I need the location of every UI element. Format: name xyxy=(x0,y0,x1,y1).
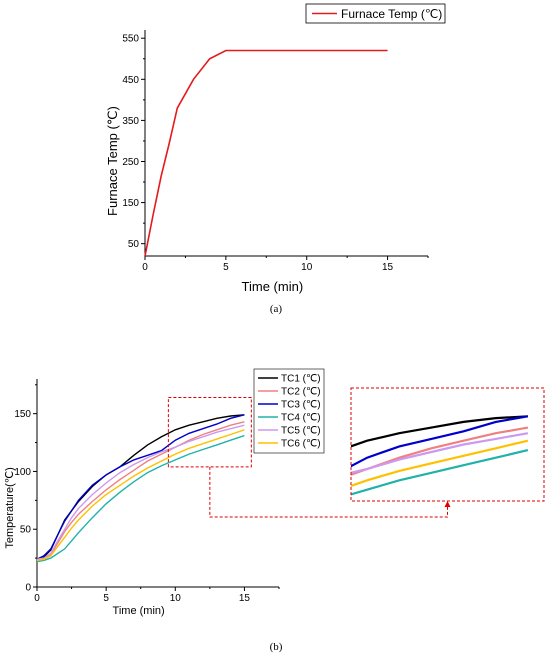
chart-b-series-line-3 xyxy=(36,434,245,563)
chart-b-inset-series-line-5 xyxy=(351,439,529,488)
chart-b-inset-series-line-3 xyxy=(351,449,529,496)
chart-b-x-tick-label: 0 xyxy=(34,593,40,604)
chart-b-series-line-2 xyxy=(36,414,245,560)
chart-a-legend: Furnace Temp (℃) xyxy=(305,3,446,24)
chart-a-x-tick-label: 5 xyxy=(223,262,229,273)
chart-b-series-line-0 xyxy=(36,414,245,560)
chart-b-zoom-arrowhead xyxy=(444,501,451,507)
chart-b-inset-series-line-0 xyxy=(351,415,528,448)
chart-a-y-tick-label: 50 xyxy=(128,239,140,250)
chart-b-inset-series-line-4 xyxy=(351,432,529,474)
chart-a-axes: 0 5 10 15 50 150 250 350 450 550 xyxy=(122,30,429,273)
chart-b-x-tick-label: 10 xyxy=(170,593,182,604)
chart-b-legend-box xyxy=(253,368,325,454)
chart-b-zoom-connector xyxy=(209,466,448,518)
chart-b-legend-label-3: TC4 (℃) xyxy=(281,413,321,424)
chart-a-y-tick-label: 450 xyxy=(122,75,139,86)
chart-a-y-tick-label: 350 xyxy=(122,116,139,127)
chart-a-x-tick-label: 10 xyxy=(301,262,313,273)
chart-b-series-line-1 xyxy=(36,421,245,562)
chart-b-zoom-inset xyxy=(167,387,545,518)
chart-b-zoom-source-box xyxy=(167,396,252,468)
chart-b-inset-series-layer xyxy=(351,415,529,496)
chart-a-legend-label: Furnace Temp (℃) xyxy=(341,7,442,21)
chart-b-y-tick-label: 100 xyxy=(14,467,31,478)
chart-b-legend-label-0: TC1 (℃) xyxy=(281,374,321,385)
chart-a-y-tick-label: 150 xyxy=(122,198,139,209)
chart-b-series-line-4 xyxy=(36,424,245,560)
chart-b-legend: TC1 (℃) TC2 (℃) TC3 (℃) TC4 (℃) TC5 (℃) TC6 (… xyxy=(253,368,325,454)
chart-b-x-tick-label: 15 xyxy=(239,593,251,604)
chart-b-legend-label-1: TC2 (℃) xyxy=(281,387,321,398)
chart-a-series-line-0 xyxy=(144,49,388,257)
chart-a-x-tick-label: 15 xyxy=(382,262,394,273)
chart-a-y-axis-label: Furnace Temp (℃) xyxy=(105,106,120,216)
chart-b-caption: (b) xyxy=(270,641,283,653)
chart-a-caption: (a) xyxy=(270,303,283,315)
chart-b-legend-label-2: TC3 (℃) xyxy=(281,400,321,411)
chart-b-y-tick-label: 150 xyxy=(14,409,31,420)
chart-a-furnace-temp: 0 5 10 15 50 150 250 350 450 550 Furnace Temp (℃)… xyxy=(105,3,446,315)
chart-b-y-tick-label: 50 xyxy=(20,525,32,536)
chart-b-series-line-5 xyxy=(36,429,245,562)
chart-b-legend-label-5: TC6 (℃) xyxy=(281,439,321,450)
chart-b-x-tick-label: 5 xyxy=(103,593,109,604)
chart-a-y-tick-label: 250 xyxy=(122,157,139,168)
chart-b-series-layer xyxy=(36,414,245,563)
chart-b-legend-label-4: TC5 (℃) xyxy=(281,426,321,437)
chart-a-x-tick-label: 0 xyxy=(142,262,148,273)
chart-a-x-axis-label: Time (min) xyxy=(242,279,304,294)
chart-a-legend-box xyxy=(305,3,446,24)
chart-a-series-layer xyxy=(144,49,388,257)
chart-b-inset-series-line-1 xyxy=(351,426,529,476)
chart-b-y-axis-label: Temperature(℃) xyxy=(4,467,16,548)
chart-a-y-tick-label: 550 xyxy=(122,34,139,45)
chart-b-y-tick-label: 0 xyxy=(25,583,31,594)
chart-b-x-axis-label: Time (min) xyxy=(113,605,165,617)
chart-b-inset-series-line-2 xyxy=(351,415,529,468)
